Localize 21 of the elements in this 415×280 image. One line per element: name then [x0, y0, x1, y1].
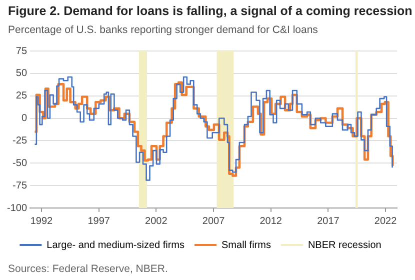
source-note: Sources: Federal Reserve, NBER.: [8, 263, 168, 275]
x-tick-label: 1992: [30, 216, 54, 227]
y-tick-label: -25: [12, 135, 28, 146]
y-tick-label: 75: [16, 46, 28, 57]
y-tick-label: -75: [12, 180, 28, 192]
x-tick-label: 1997: [88, 216, 110, 227]
legend-label: Large- and medium-sized firms: [46, 240, 185, 251]
x-tick-label: 2012: [260, 216, 282, 227]
x-tick-label: 2007: [202, 216, 226, 227]
y-tick-label: 0: [21, 113, 28, 124]
y-tick-label: -50: [12, 158, 28, 169]
legend-label: NBER recession: [308, 240, 382, 251]
y-tick-label: -100: [7, 202, 28, 214]
y-tick-label: 25: [16, 90, 28, 102]
legend-label: Small firms: [222, 240, 271, 251]
chart-subtitle: Percentage of U.S. banks reporting stronger demand for C&I loans: [8, 24, 318, 36]
chart-title: Figure 2. Demand for loans is falling, a signal of a coming recession: [8, 4, 412, 18]
y-tick-label: 50: [16, 68, 28, 80]
x-tick-label: 2002: [145, 216, 168, 227]
x-tick-label: 2017: [317, 216, 340, 227]
x-tick-label: 2022: [374, 216, 398, 227]
